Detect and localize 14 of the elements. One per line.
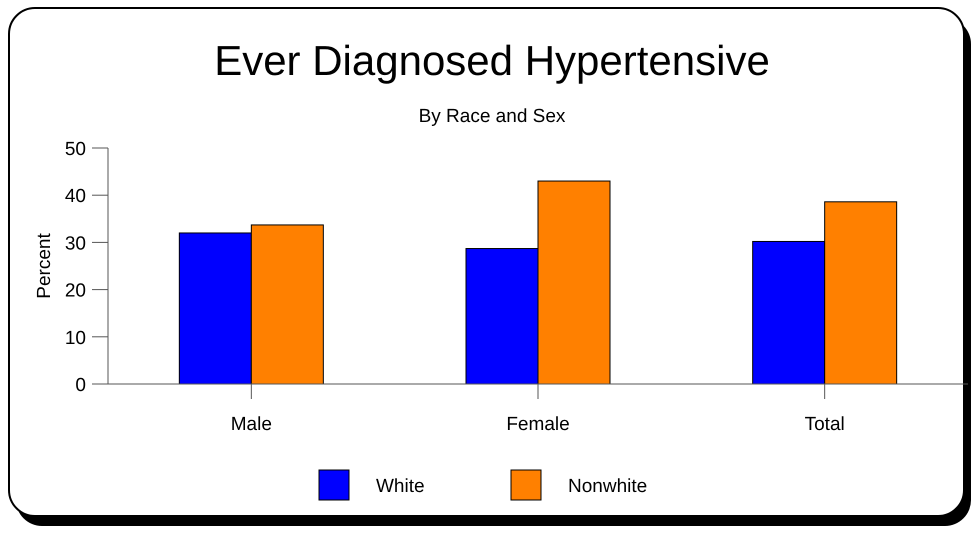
x-tick-label: Male (230, 414, 272, 435)
legend-label: Nonwhite (568, 476, 648, 497)
legend-label: White (376, 476, 425, 497)
chart-subtitle: By Race and Sex (418, 106, 566, 127)
x-tick-label: Total (804, 414, 845, 435)
y-tick-label: 50 (64, 139, 86, 160)
y-tick-label: 30 (64, 233, 86, 254)
y-tick-label: 40 (64, 186, 86, 208)
y-axis-title: Percent (34, 232, 55, 299)
y-tick-label: 0 (75, 375, 86, 396)
chart-title: Ever Diagnosed Hypertensive (214, 37, 770, 84)
x-tick-label: Female (506, 414, 570, 435)
y-tick-label: 20 (64, 280, 86, 302)
y-tick-label: 10 (64, 328, 86, 349)
